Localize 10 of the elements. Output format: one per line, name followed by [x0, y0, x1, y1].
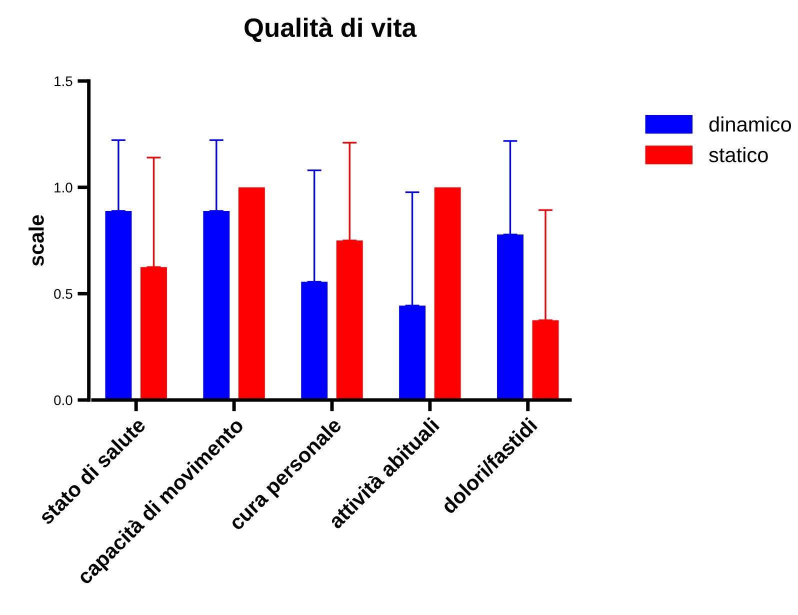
y-tick-label: 0.0 — [54, 395, 72, 406]
y-tick-label: 1.0 — [54, 182, 72, 193]
chart-title: Qualità di vita — [244, 17, 417, 42]
y-axis-title: scale — [28, 215, 44, 266]
y-tick-label: 0.5 — [54, 289, 72, 299]
legend-label: dinamico — [709, 116, 791, 132]
bar — [434, 187, 461, 400]
bar — [238, 187, 265, 400]
y-tick-label: 1.5 — [54, 76, 72, 86]
legend-label: statico — [709, 147, 768, 162]
